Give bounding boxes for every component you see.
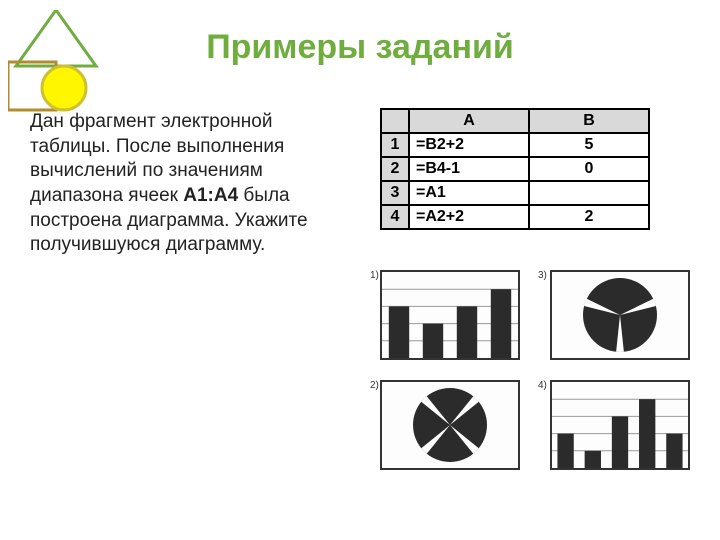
chart-label-3: 3) <box>538 270 547 281</box>
chart-label-1: 1) <box>370 270 379 281</box>
chart-label-4: 4) <box>538 380 547 391</box>
chart-option-2 <box>380 380 520 470</box>
task-text: Дан фрагмент электронной таблицы. После … <box>30 110 330 258</box>
chart-option-4 <box>550 380 690 470</box>
task-range: А1:А4 <box>183 185 238 206</box>
chart-option-1 <box>380 270 520 360</box>
chart-label-2: 2) <box>370 380 379 391</box>
page-title: Примеры заданий <box>0 28 720 67</box>
chart-option-3 <box>550 270 690 360</box>
spreadsheet-fragment: AB1=B2+252=B4-103=A14=A2+22 <box>380 108 650 230</box>
